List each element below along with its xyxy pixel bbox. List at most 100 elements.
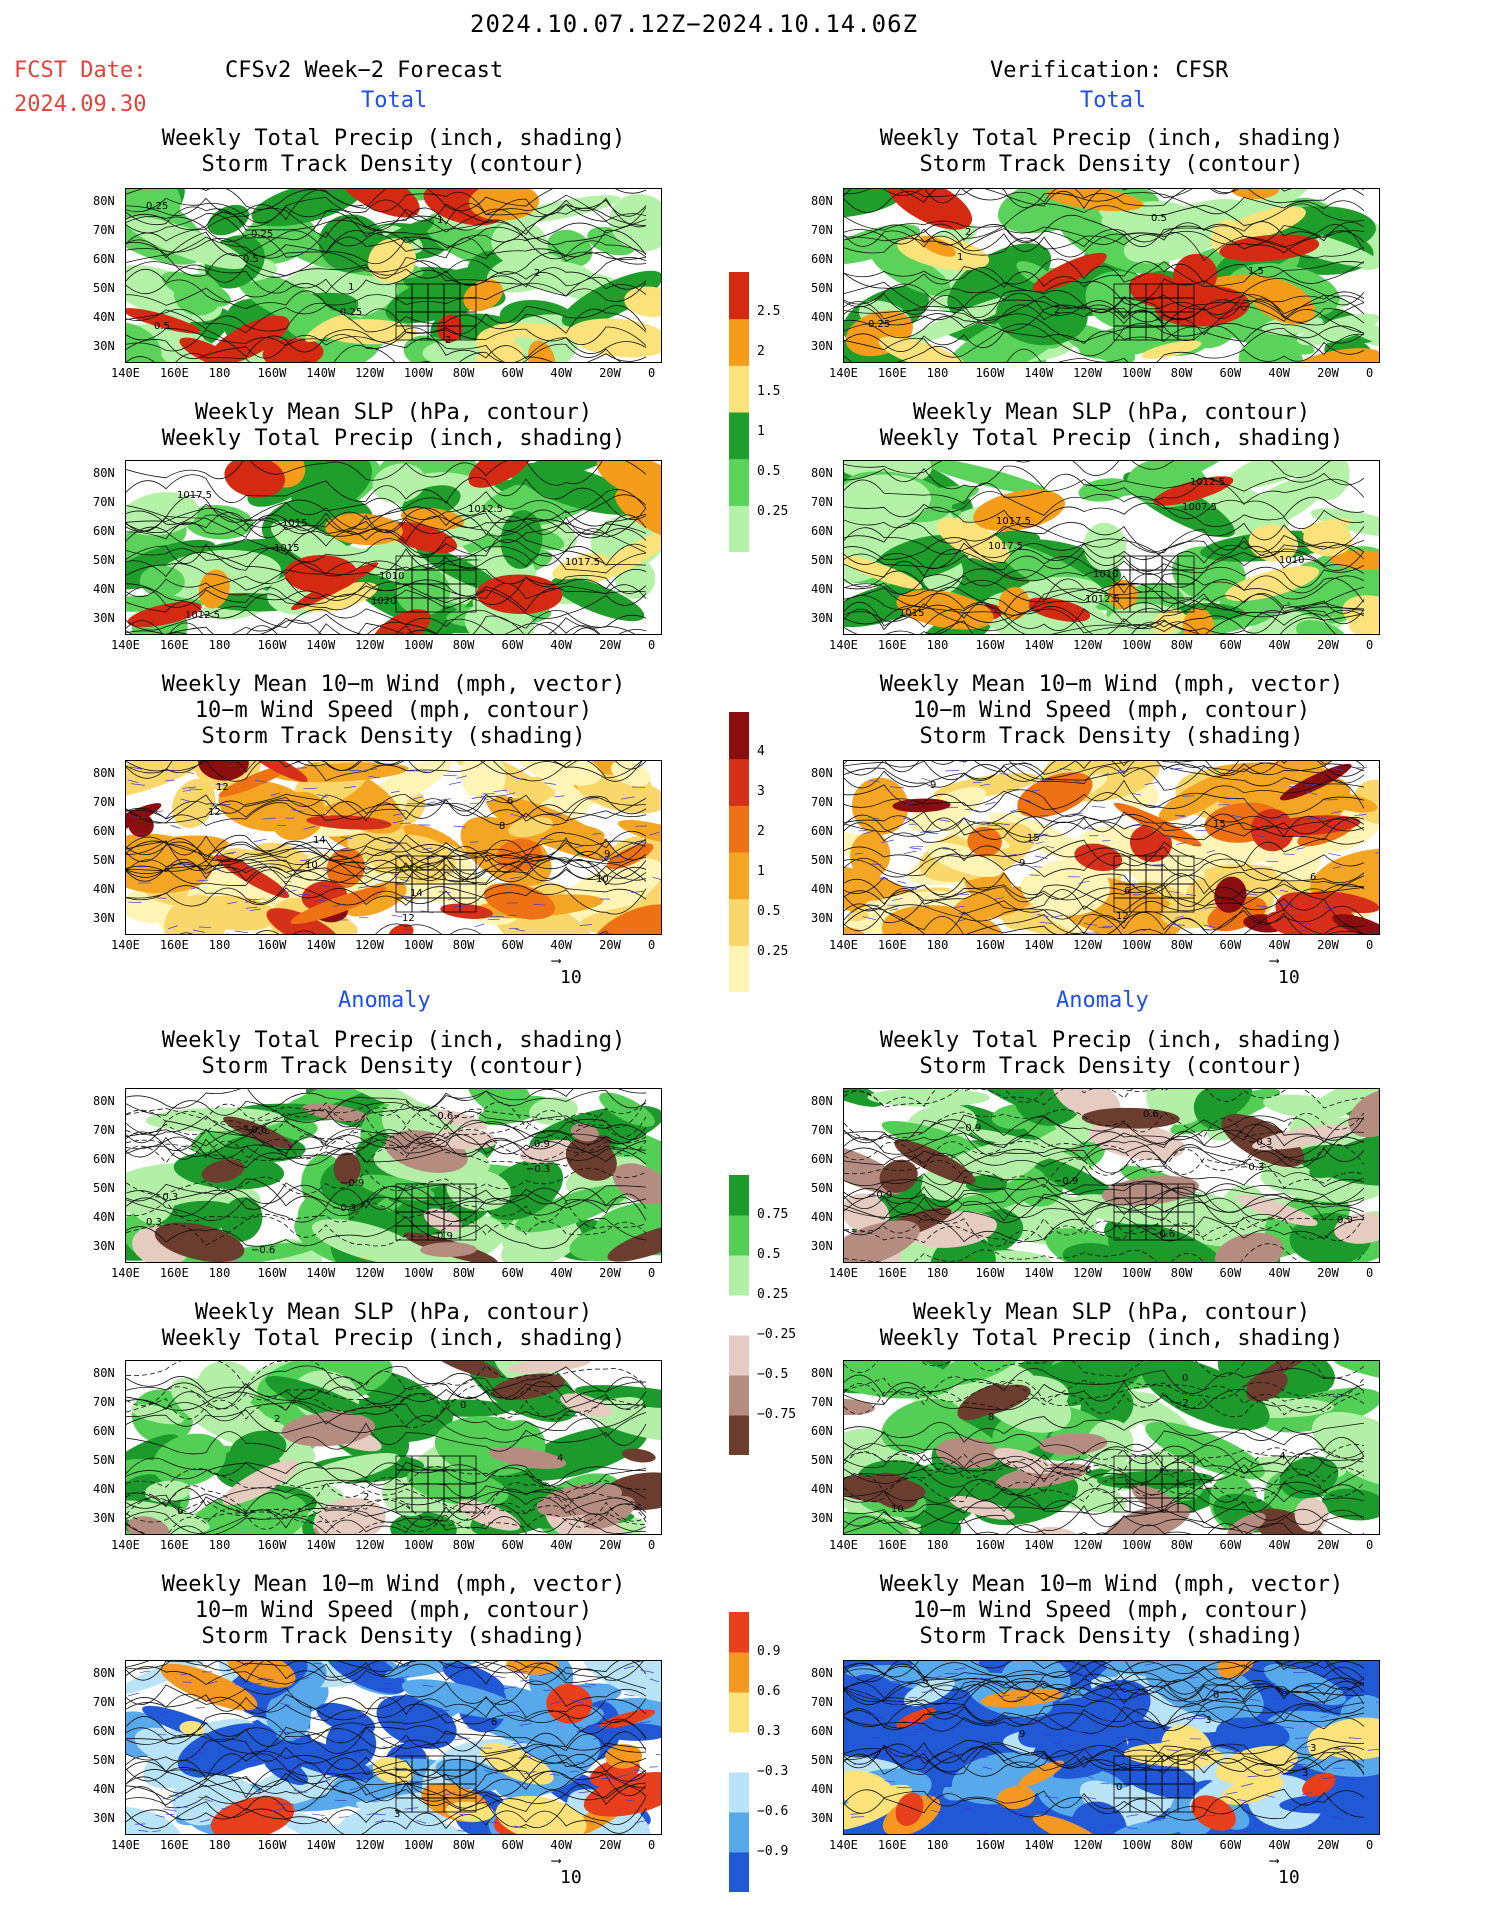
contour-line xyxy=(126,855,647,883)
wind-vector xyxy=(601,1725,614,1729)
wind-vector xyxy=(1141,928,1151,932)
wind-vector xyxy=(897,1681,911,1685)
wind-vector xyxy=(1234,1830,1249,1833)
wind-vector xyxy=(163,1808,177,1812)
shading-patch xyxy=(154,1222,245,1262)
contour-label: 0 xyxy=(1182,1373,1188,1384)
contour-label: −0.6 xyxy=(1151,1229,1175,1240)
contour-line xyxy=(844,573,1365,603)
lat-label: 70N xyxy=(811,223,833,237)
colorbar-swatch xyxy=(729,1175,749,1216)
wind-vector xyxy=(253,1758,269,1762)
shading-patch xyxy=(508,816,553,838)
wind-vector xyxy=(168,925,178,930)
wind-vector xyxy=(1010,808,1020,813)
wind-vector xyxy=(896,880,907,884)
contour-line xyxy=(126,1491,647,1523)
contour-line xyxy=(126,1182,647,1210)
wind-vector xyxy=(1092,805,1106,808)
contour-line xyxy=(126,796,647,826)
contour-label: 15 xyxy=(1027,833,1040,844)
contour-line xyxy=(126,1365,647,1393)
contour-line xyxy=(126,345,647,362)
map-canvas: 12 10 12 8 10 12 14 14 6 9 xyxy=(126,761,661,934)
vector-scale-label: 10 xyxy=(1278,1867,1300,1888)
shading-patch xyxy=(1018,1697,1101,1748)
contour-label: −0.9 xyxy=(340,1178,364,1189)
colorbar-label: −0.75 xyxy=(757,1407,797,1422)
wind-vector xyxy=(490,915,504,918)
contour-line xyxy=(126,1784,647,1812)
shading-patch xyxy=(218,764,292,797)
contour-line xyxy=(126,302,647,334)
map-panel-vf-anom-wind: 3 3 6 9 0 6 3 xyxy=(843,1660,1380,1835)
wind-vector xyxy=(244,900,256,903)
contour-label: −0.9 xyxy=(1054,1176,1078,1187)
shading-patch xyxy=(1014,1089,1084,1126)
wind-vector xyxy=(469,841,479,843)
lon-label: 40W xyxy=(550,1838,573,1852)
shading-patch xyxy=(126,216,247,270)
state-boundary xyxy=(459,597,477,613)
wind-vector xyxy=(869,779,881,783)
contour-line xyxy=(844,1380,1365,1413)
contour-line xyxy=(126,282,647,310)
wind-vector xyxy=(576,1761,586,1765)
wind-vector xyxy=(1314,817,1326,819)
shading-patch xyxy=(1018,1760,1064,1788)
contour-line xyxy=(126,619,647,634)
shading-patch xyxy=(601,1723,661,1741)
wind-vector xyxy=(914,1749,928,1752)
contour-label: −0.6 xyxy=(243,1125,267,1136)
colorbar-swatch xyxy=(729,712,749,760)
contour-line xyxy=(844,1661,1365,1683)
contour-line xyxy=(126,855,647,888)
contour-line xyxy=(844,811,1365,837)
wind-vector xyxy=(863,830,875,835)
shading-patch xyxy=(372,463,426,503)
contour-line xyxy=(126,189,647,222)
shading-patch xyxy=(491,1373,565,1400)
wind-vector xyxy=(1203,924,1216,928)
wind-vector xyxy=(1280,1726,1295,1729)
wind-vector xyxy=(313,900,325,902)
shading-patch xyxy=(1108,1223,1231,1262)
contour-line xyxy=(126,883,647,906)
lon-label: 60W xyxy=(501,1538,524,1552)
wind-vector xyxy=(864,1749,873,1752)
state-boundary xyxy=(459,1497,477,1513)
shading-patch xyxy=(435,1758,507,1791)
contour-line xyxy=(126,1409,647,1443)
shading-patch xyxy=(514,1184,630,1233)
lon-label: 140E xyxy=(829,366,858,380)
contour-line xyxy=(844,1483,1365,1515)
shading-patch xyxy=(1329,550,1379,570)
wind-vector xyxy=(967,820,976,823)
colorbar-label: 0.25 xyxy=(757,944,789,959)
shading-patch xyxy=(302,1103,368,1122)
contour-label: 2 xyxy=(445,335,451,346)
wind-vector xyxy=(133,816,145,819)
lat-label: 50N xyxy=(93,853,115,867)
wind-vector xyxy=(1302,1791,1313,1796)
contour-line xyxy=(126,1769,647,1800)
lon-label: 140W xyxy=(306,638,336,652)
contour-line xyxy=(844,883,1365,911)
wind-vector xyxy=(474,923,485,928)
contour-line xyxy=(844,1215,1365,1244)
lon-label: 100W xyxy=(1121,366,1151,380)
contour-line xyxy=(844,1165,1365,1188)
wind-vector xyxy=(1264,1683,1277,1685)
contour-line xyxy=(844,189,1365,210)
contour-line xyxy=(844,277,1365,310)
contour-line xyxy=(844,1390,1365,1418)
wind-vector xyxy=(1304,1832,1311,1834)
lon-label: 60W xyxy=(501,366,524,380)
lon-label: 20W xyxy=(599,1538,621,1552)
contour-label: 1.5 xyxy=(1248,266,1264,277)
lon-label: 20W xyxy=(1317,938,1339,952)
contour-line xyxy=(844,283,1365,316)
wind-vector xyxy=(867,904,880,907)
wind-vector xyxy=(1289,1761,1298,1765)
wind-vector xyxy=(392,820,405,824)
